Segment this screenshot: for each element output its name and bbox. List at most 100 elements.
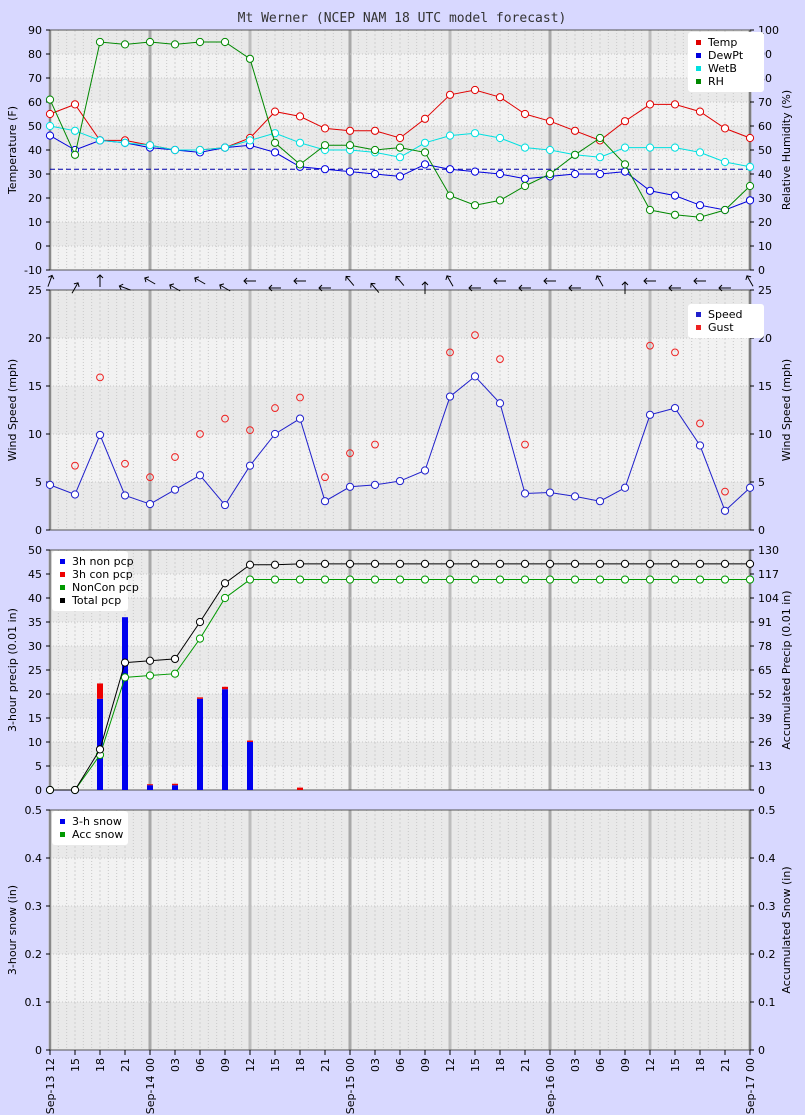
speed-point <box>595 497 605 506</box>
y-right-tick-label: 70 <box>758 96 772 109</box>
total-pcp-point <box>695 559 705 568</box>
y-tick-label: 40 <box>28 144 42 157</box>
y-right-tick-label: 130 <box>758 544 779 557</box>
wetb-point <box>720 157 730 167</box>
wind-arrow <box>243 277 256 285</box>
wind-arrow-head <box>643 277 648 285</box>
y-right-tick-label: 52 <box>758 688 772 701</box>
speed-point <box>495 399 505 408</box>
speed-point <box>345 482 355 491</box>
speed-point <box>395 476 405 486</box>
x-tick-label: 12 <box>644 1058 657 1072</box>
y-right-tick-label: 39 <box>758 712 772 725</box>
speed-point <box>195 471 205 480</box>
noncon-pcp-point <box>545 575 555 584</box>
rh-point <box>545 169 555 179</box>
speed-point <box>545 488 555 497</box>
dewpt-point <box>420 160 430 169</box>
gust-point <box>246 426 254 435</box>
speed-point <box>220 500 230 510</box>
y-axis-title: Wind Speed (mph) <box>6 359 19 461</box>
x-tick-label: 12 <box>244 1058 257 1072</box>
gust-point <box>71 461 79 470</box>
dewpt-point <box>395 172 405 181</box>
gust-point <box>121 459 129 468</box>
wind-arrow-head <box>318 284 323 292</box>
dewpt-point <box>445 165 455 174</box>
x-tick-label: 06 <box>594 1058 607 1072</box>
wetb-point <box>120 138 130 147</box>
wind-arrow-head <box>268 284 273 292</box>
wind-arrow <box>518 284 531 292</box>
total-pcp-point <box>470 559 480 568</box>
wetb-point <box>645 143 655 152</box>
wetb-point <box>670 143 680 152</box>
speed-point <box>70 490 80 499</box>
rh-point <box>695 213 705 222</box>
bar-3h-non-pcp <box>222 689 228 790</box>
y-right-tick-label: 30 <box>758 192 772 205</box>
speed-point <box>120 491 130 500</box>
legend-label: RH <box>708 75 724 88</box>
legend-label: Temp <box>707 36 737 49</box>
legend-swatch <box>696 53 701 58</box>
rh-point <box>195 37 205 47</box>
rh-point <box>120 40 130 49</box>
y-tick-label: 20 <box>28 192 42 205</box>
y-tick-label: 0.1 <box>25 996 43 1009</box>
dewpt-point <box>670 191 680 200</box>
rh-point <box>620 160 630 169</box>
x-tick-label: 06 <box>394 1058 407 1072</box>
y-right-tick-label: 26 <box>758 736 772 749</box>
total-pcp-point <box>145 656 155 665</box>
chart-title: Mt Werner (NCEP NAM 18 UTC model forecas… <box>238 11 567 26</box>
wind-arrow <box>219 283 231 292</box>
gust-point <box>196 430 204 438</box>
total-pcp-point <box>445 559 455 568</box>
y-right-tick-label: 104 <box>758 592 779 605</box>
total-pcp-point <box>120 658 130 667</box>
y-tick-label: 80 <box>28 48 42 61</box>
rh-point <box>670 210 680 219</box>
wind-arrow <box>293 277 306 285</box>
y-right-axis-title: Wind Speed (mph) <box>780 359 793 461</box>
noncon-pcp-point <box>620 575 630 584</box>
y-tick-label: 50 <box>28 120 42 133</box>
wind-arrow <box>621 281 629 294</box>
noncon-pcp-point <box>120 673 130 682</box>
noncon-pcp-point <box>745 575 755 584</box>
temp-point <box>545 117 555 126</box>
speed-point <box>645 410 655 419</box>
y-right-tick-label: 50 <box>758 144 772 157</box>
temp-point <box>45 109 55 119</box>
panel-4: 0 0.1 0.2 0.3 0.4 0.5 0 0.1 0.2 0.3 0.4 0.5 3-hour s… <box>6 804 793 1057</box>
temp-point <box>320 124 330 133</box>
wetb-point <box>520 143 530 152</box>
dewpt-point <box>570 169 580 179</box>
dewpt-point <box>320 165 330 174</box>
total-pcp-point <box>245 560 255 569</box>
wind-arrow-head <box>543 277 548 285</box>
y-tick-label: 0.4 <box>25 852 43 865</box>
legend-swatch <box>696 325 701 330</box>
temp-point <box>295 112 305 121</box>
speed-point <box>570 492 580 501</box>
y-tick-label: 0 <box>35 1044 42 1057</box>
x-tick-label: 15 <box>269 1058 282 1072</box>
wind-arrow-shaft <box>370 283 380 293</box>
noncon-pcp-point <box>395 575 405 584</box>
y-tick-label: 20 <box>28 688 42 701</box>
y-tick-label: 30 <box>28 168 42 181</box>
wind-arrow-head <box>395 275 401 281</box>
speed-point <box>145 499 155 509</box>
noncon-pcp-point <box>370 575 380 584</box>
temp-point <box>370 126 380 135</box>
total-pcp-point <box>645 559 655 568</box>
total-pcp-point <box>370 559 380 568</box>
wind-arrow-head <box>243 277 248 285</box>
legend-swatch <box>60 598 65 603</box>
rh-point <box>470 201 480 210</box>
wind-arrow-shaft <box>47 275 53 287</box>
wind-arrow-head <box>718 284 723 292</box>
dewpt-point <box>370 169 380 179</box>
